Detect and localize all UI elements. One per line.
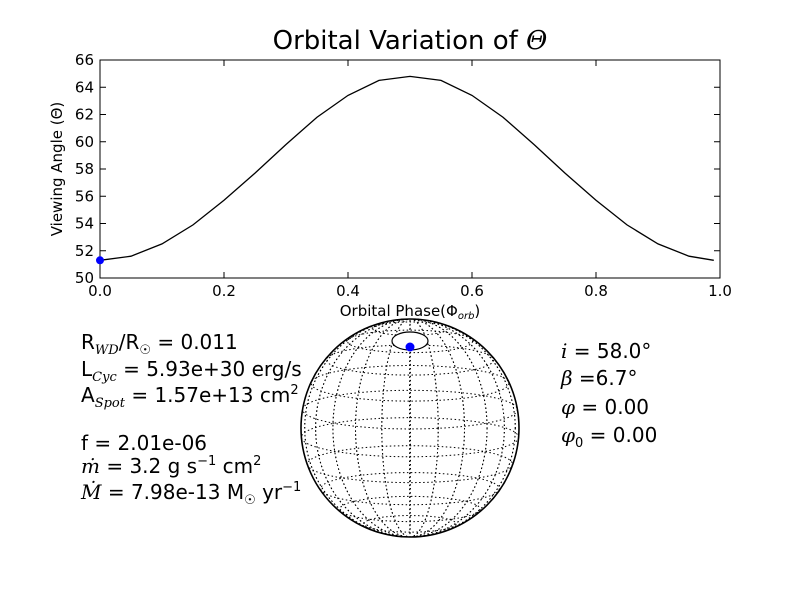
x-axis-label: Orbital Phase(Φorb) (340, 302, 481, 322)
x-ticks: 0.0 0.2 0.4 0.6 0.8 1.0 (88, 60, 732, 300)
y-ticks: 50 52 54 56 58 60 62 64 66 (75, 51, 720, 287)
theta-series-line (99, 75, 714, 261)
y-tick-label: 50 (75, 269, 94, 287)
accretion-spot (405, 342, 415, 352)
y-tick-label: 52 (75, 242, 94, 260)
param-phi: φ = 0.00 (561, 395, 650, 419)
param-beta: β =6.7° (561, 366, 638, 390)
y-tick-label: 60 (75, 133, 94, 151)
x-axis-label-sub: orb (458, 311, 475, 322)
param-f: f = 2.01e-06 (81, 431, 208, 455)
y-tick-label: 58 (75, 160, 94, 178)
param-phi0: φ0 = 0.00 (561, 423, 658, 451)
param-mdot-total: Ṁ = 7.98e-13 M☉ yr−1 (81, 480, 302, 508)
plot-area (99, 59, 721, 279)
phase-marker (96, 256, 104, 265)
y-axis-label: Viewing Angle (Θ) (48, 102, 66, 237)
x-tick-label: 0.4 (336, 282, 360, 300)
x-tick-label: 0.0 (88, 282, 112, 300)
longitude-line (355, 318, 465, 538)
param-radius-ratio: RWD/R☉ = 0.011 (81, 330, 238, 358)
y-tick-label: 64 (75, 78, 94, 96)
latitude-line (302, 389, 518, 430)
y-tick-label: 54 (75, 215, 94, 233)
param-mdot-local: ṁ = 3.2 g s−1 cm2 (81, 454, 262, 478)
y-tick-label: 62 (75, 106, 94, 124)
white-dwarf-sphere (300, 318, 520, 538)
param-spot-area: ASpot = 1.57e+13 cm2 (81, 383, 299, 411)
x-axis-label-close: ) (474, 302, 480, 320)
chart-title-symbol: Θ (526, 26, 547, 56)
chart-title-text: Orbital Variation of (273, 26, 519, 56)
latitude-line (372, 321, 448, 336)
longitude-line (304, 318, 516, 538)
x-axis-label-text: Orbital Phase(Φ (340, 302, 458, 320)
y-tick-label: 56 (75, 187, 94, 205)
latitude-line (363, 515, 457, 533)
chart-title: Orbital Variation of Θ (273, 26, 548, 56)
x-tick-label: 0.8 (584, 282, 608, 300)
param-inclination: i = 58.0° (561, 339, 652, 363)
longitude-line (315, 318, 505, 538)
x-tick-label: 0.2 (212, 282, 236, 300)
y-tick-label: 66 (75, 51, 94, 69)
x-tick-label: 1.0 (708, 282, 732, 300)
param-cyclotron-luminosity: LCyc = 5.93e+30 erg/s (81, 357, 302, 385)
x-tick-label: 0.6 (460, 282, 484, 300)
